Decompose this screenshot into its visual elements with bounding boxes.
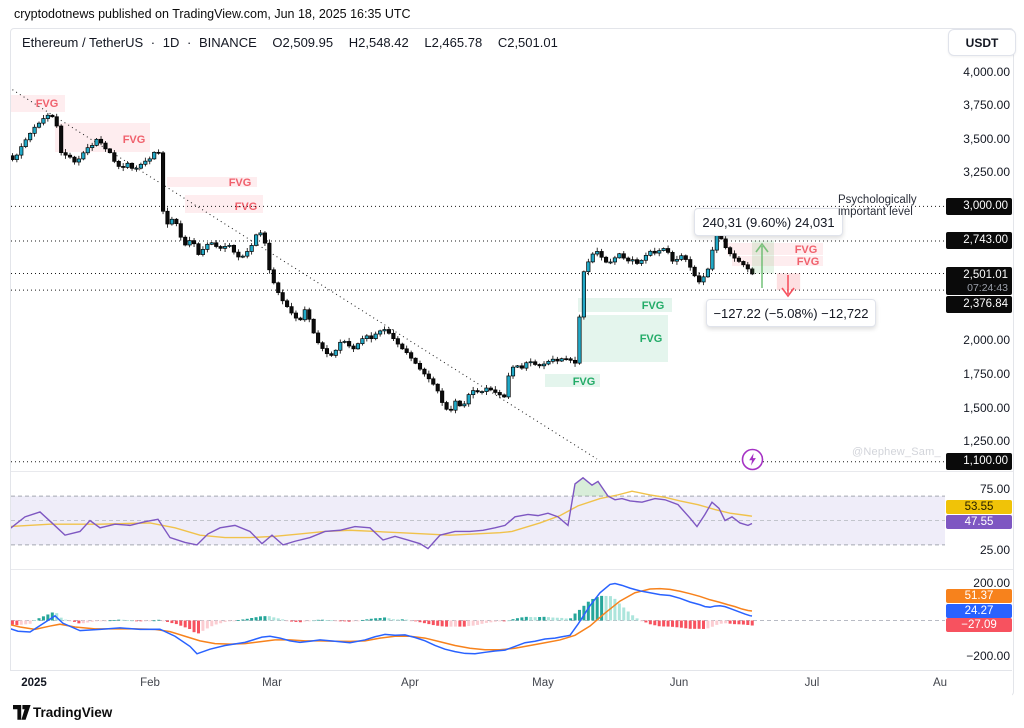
title-separator: · bbox=[187, 35, 192, 50]
tradingview-logo-icon[interactable] bbox=[13, 704, 31, 726]
tradingview-brand-text[interactable]: TradingView bbox=[33, 705, 113, 720]
rsi-upper-label: 75.00 bbox=[979, 482, 1010, 496]
price-axis[interactable]: 4,000.00 3,750.00 3,500.00 3,250.00 2,000.00… bbox=[945, 28, 1024, 668]
price-badge-3000: 3,000.00 bbox=[946, 198, 1012, 215]
psych-level-line2: important level bbox=[838, 206, 913, 218]
ohlc-close: C2,501.01 bbox=[497, 35, 558, 50]
price-axis-label: 4,000.00 bbox=[963, 64, 1010, 79]
measure-up-tooltip: 240,31 (9.60%) 24,031 bbox=[694, 208, 843, 236]
exchange-name: BINANCE bbox=[198, 35, 257, 50]
rsi-lower-label: 25.00 bbox=[979, 543, 1010, 557]
chart-widget bbox=[10, 28, 1014, 696]
author-watermark: @Nephew_Sam_ bbox=[852, 446, 941, 458]
macd-hist-badge: −27.09 bbox=[946, 618, 1012, 632]
price-axis-label: 1,750.00 bbox=[963, 366, 1010, 381]
bar-countdown: 07:24:43 bbox=[967, 282, 1008, 294]
ohlc-low: L2,465.78 bbox=[424, 35, 483, 50]
ohlc-high: H2,548.42 bbox=[348, 35, 409, 50]
macd-upper-label: 200.00 bbox=[973, 576, 1010, 590]
price-axis-label: 2,000.00 bbox=[963, 333, 1010, 348]
macd-signal-badge: 51.37 bbox=[946, 589, 1012, 603]
page-header-text: cryptodotnews published on TradingView.c… bbox=[14, 7, 411, 21]
price-badge-2743: 2,743.00 bbox=[946, 232, 1012, 249]
page-footer bbox=[0, 696, 1024, 728]
time-axis-label: Feb bbox=[140, 677, 160, 689]
currency-toggle-button[interactable]: USDT bbox=[948, 29, 1016, 56]
chart-title: Ethereum / TetherUS · 1D · BINANCE O2,50… bbox=[22, 35, 562, 50]
symbol-name[interactable]: Ethereum / TetherUS bbox=[22, 35, 144, 50]
last-price-value: 2,501.01 bbox=[963, 269, 1008, 281]
price-axis-label: 3,250.00 bbox=[963, 165, 1010, 180]
time-axis-label: Jul bbox=[804, 677, 820, 689]
psych-level-note: Psychologically important level bbox=[838, 194, 917, 218]
macd-lower-label: −200.00 bbox=[966, 649, 1010, 663]
price-badge-2376: 2,376.84 bbox=[946, 296, 1012, 313]
time-axis-label: May bbox=[532, 677, 554, 689]
time-axis-label: Au bbox=[932, 677, 948, 689]
price-axis-label: 1,250.00 bbox=[963, 434, 1010, 449]
pane-separator[interactable] bbox=[11, 471, 1013, 472]
time-axis-label: Mar bbox=[262, 677, 282, 689]
macd-value-badge: 24.27 bbox=[946, 604, 1012, 618]
price-axis-label: 1,500.00 bbox=[963, 400, 1010, 415]
time-axis-label: Jun bbox=[669, 677, 689, 689]
price-axis-label: 3,750.00 bbox=[963, 98, 1010, 113]
price-badge-1100: 1,100.00 bbox=[946, 453, 1012, 470]
lightning-icon[interactable] bbox=[740, 447, 765, 477]
time-axis[interactable]: 2025 Feb Mar Apr May Jun Jul Au bbox=[10, 670, 1012, 696]
psych-level-line1: Psychologically bbox=[838, 194, 917, 206]
price-axis-label: 3,500.00 bbox=[963, 131, 1010, 146]
last-price-badge: 2,501.01 07:24:43 bbox=[946, 267, 1012, 295]
measure-down-tooltip: −127.22 (−5.08%) −12,722 bbox=[706, 299, 876, 327]
time-axis-label: 2025 bbox=[21, 677, 47, 689]
rsi-ma-badge: 53.55 bbox=[946, 500, 1012, 514]
rsi-value-badge: 47.55 bbox=[946, 515, 1012, 529]
time-axis-label: Apr bbox=[401, 677, 419, 689]
pane-separator[interactable] bbox=[11, 569, 1013, 570]
title-separator: · bbox=[150, 35, 156, 50]
timeframe[interactable]: 1D bbox=[162, 35, 180, 50]
ohlc-open: O2,509.95 bbox=[272, 35, 334, 50]
